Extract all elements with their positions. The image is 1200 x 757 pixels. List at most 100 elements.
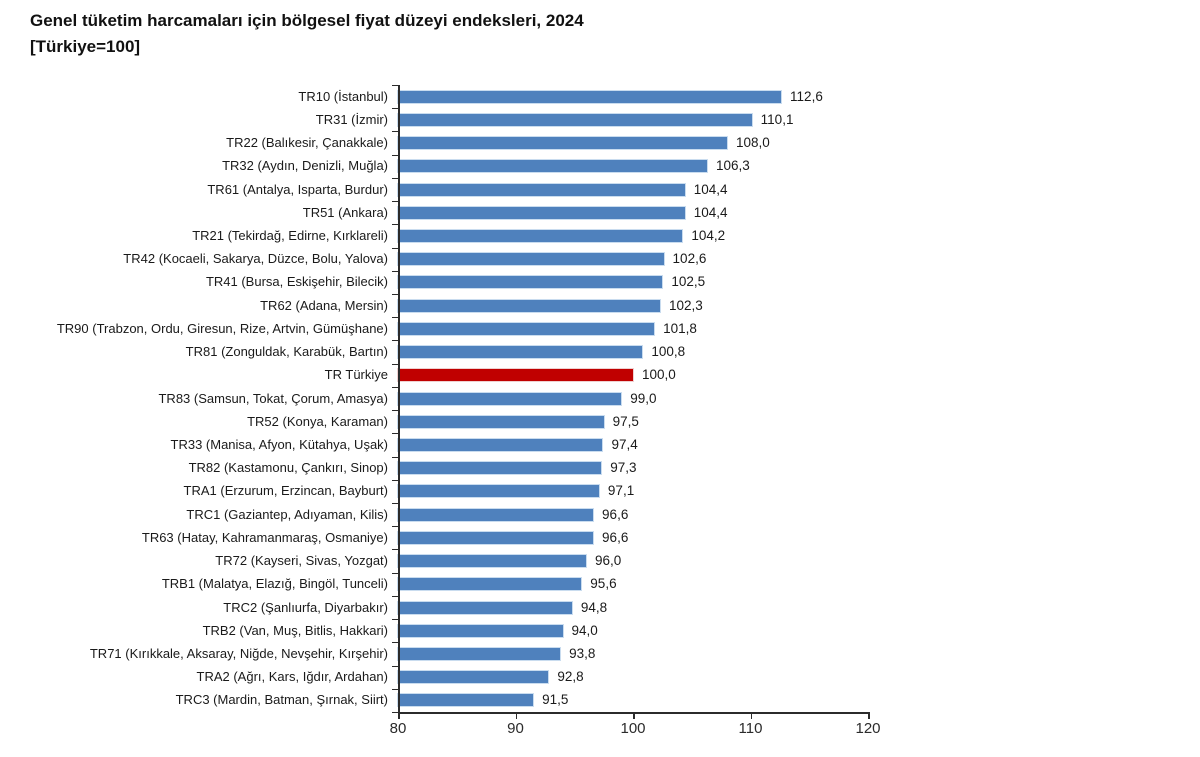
y-tick — [392, 386, 398, 388]
value-label: 96,6 — [602, 506, 629, 522]
bar — [398, 555, 586, 568]
value-label: 101,8 — [663, 320, 697, 336]
value-label: 112,6 — [790, 88, 823, 104]
bar — [398, 322, 655, 335]
value-label: 94,0 — [571, 622, 598, 638]
category-label: TRA2 (Ağrı, Kars, Iğdır, Ardahan) — [196, 669, 388, 685]
y-tick — [392, 154, 398, 156]
category-label: TR32 (Aydın, Denizli, Muğla) — [222, 158, 388, 174]
y-tick — [392, 433, 398, 435]
value-label: 97,3 — [610, 460, 637, 476]
y-tick — [392, 549, 398, 551]
value-label: 95,6 — [590, 576, 617, 592]
value-label: 102,3 — [669, 297, 703, 313]
bar — [398, 183, 685, 196]
x-tick-label: 90 — [507, 720, 524, 737]
category-label: TR31 (İzmir) — [315, 111, 388, 127]
y-tick — [392, 642, 398, 644]
category-label: TRB1 (Malatya, Elazığ, Bingöl, Tunceli) — [161, 576, 388, 592]
y-tick — [392, 294, 398, 295]
value-label: 96,0 — [595, 553, 622, 569]
bar — [398, 160, 708, 173]
value-label: 104,2 — [691, 227, 726, 243]
value-label: 104,4 — [693, 204, 728, 220]
y-tick — [392, 247, 398, 249]
category-label: TR22 (Balıkesir, Çanakkale) — [226, 135, 388, 151]
bar — [398, 90, 782, 103]
category-label: TR81 (Zonguldak, Karabük, Bartın) — [185, 344, 388, 360]
x-tick-label: 110 — [738, 720, 763, 737]
y-tick — [392, 201, 398, 203]
y-tick — [392, 340, 398, 342]
category-label: TRB2 (Van, Muş, Bitlis, Hakkari) — [202, 622, 388, 638]
y-tick — [392, 665, 398, 667]
value-label: 108,0 — [736, 135, 770, 151]
y-tick — [392, 688, 398, 690]
chart-title: Genel tüketim harcamaları için bölgesel … — [30, 11, 584, 30]
x-tick-label: 100 — [620, 720, 646, 737]
x-tick — [633, 712, 635, 719]
category-label: TR82 (Kastamonu, Çankırı, Sinop) — [188, 460, 388, 476]
bar — [398, 462, 602, 475]
y-tick — [392, 317, 398, 319]
value-label: 97,1 — [607, 483, 635, 499]
x-tick — [868, 712, 870, 719]
y-tick — [392, 85, 398, 86]
y-tick — [392, 456, 398, 458]
category-label: TR90 (Trabzon, Ordu, Giresun, Rize, Artv… — [56, 320, 388, 336]
bar — [398, 578, 582, 591]
x-tick — [750, 712, 752, 719]
bar — [398, 229, 683, 242]
y-axis — [398, 85, 400, 712]
value-label: 106,3 — [716, 158, 750, 174]
bar — [398, 531, 594, 544]
y-tick — [392, 712, 398, 713]
y-tick — [392, 363, 398, 365]
value-label: 97,4 — [611, 436, 638, 452]
bar — [398, 438, 603, 451]
bar — [398, 694, 534, 707]
chart-subtitle: [Türkiye=100] — [30, 37, 141, 56]
value-label: 100,8 — [651, 344, 686, 360]
x-tick — [398, 712, 400, 719]
value-label: 92,8 — [557, 669, 584, 685]
y-tick — [392, 131, 398, 133]
value-label: 96,6 — [602, 529, 629, 545]
bar — [398, 276, 663, 289]
bar — [398, 206, 685, 219]
bar — [398, 647, 561, 660]
bar — [398, 601, 572, 614]
category-label: TR51 (Ankara) — [302, 204, 388, 220]
y-tick — [392, 595, 398, 597]
y-tick — [392, 572, 398, 574]
value-label: 110,1 — [760, 111, 794, 127]
category-label: TR63 (Hatay, Kahramanmaraş, Osmaniye) — [141, 529, 388, 545]
x-tick — [515, 712, 517, 719]
value-label: 104,4 — [693, 181, 728, 197]
y-tick — [392, 503, 398, 504]
bar — [398, 485, 599, 498]
bar — [398, 415, 604, 428]
category-label: TR10 (İstanbul) — [298, 88, 388, 104]
category-label: TR41 (Bursa, Eskişehir, Bilecik) — [205, 274, 388, 290]
bar-highlight-turkiye — [398, 369, 633, 382]
x-tick-label: 120 — [855, 720, 881, 737]
bar — [398, 392, 622, 405]
y-tick — [392, 108, 398, 110]
category-label: TR62 (Adana, Mersin) — [260, 297, 388, 313]
category-label: TR33 (Manisa, Afyon, Kütahya, Uşak) — [170, 436, 388, 452]
category-label: TR42 (Kocaeli, Sakarya, Düzce, Bolu, Yal… — [123, 251, 388, 267]
y-tick — [392, 619, 398, 621]
bar — [398, 508, 594, 521]
category-label: TRA1 (Erzurum, Erzincan, Bayburt) — [183, 483, 388, 499]
bar — [398, 671, 549, 684]
bar — [398, 624, 563, 637]
category-label: TR61 (Antalya, Isparta, Burdur) — [207, 181, 388, 197]
value-label: 94,8 — [580, 599, 608, 615]
y-tick — [392, 224, 398, 226]
bar — [398, 299, 661, 312]
y-tick — [392, 410, 398, 412]
category-label: TR71 (Kırıkkale, Aksaray, Niğde, Nevşehi… — [89, 645, 388, 661]
bar — [398, 253, 664, 266]
